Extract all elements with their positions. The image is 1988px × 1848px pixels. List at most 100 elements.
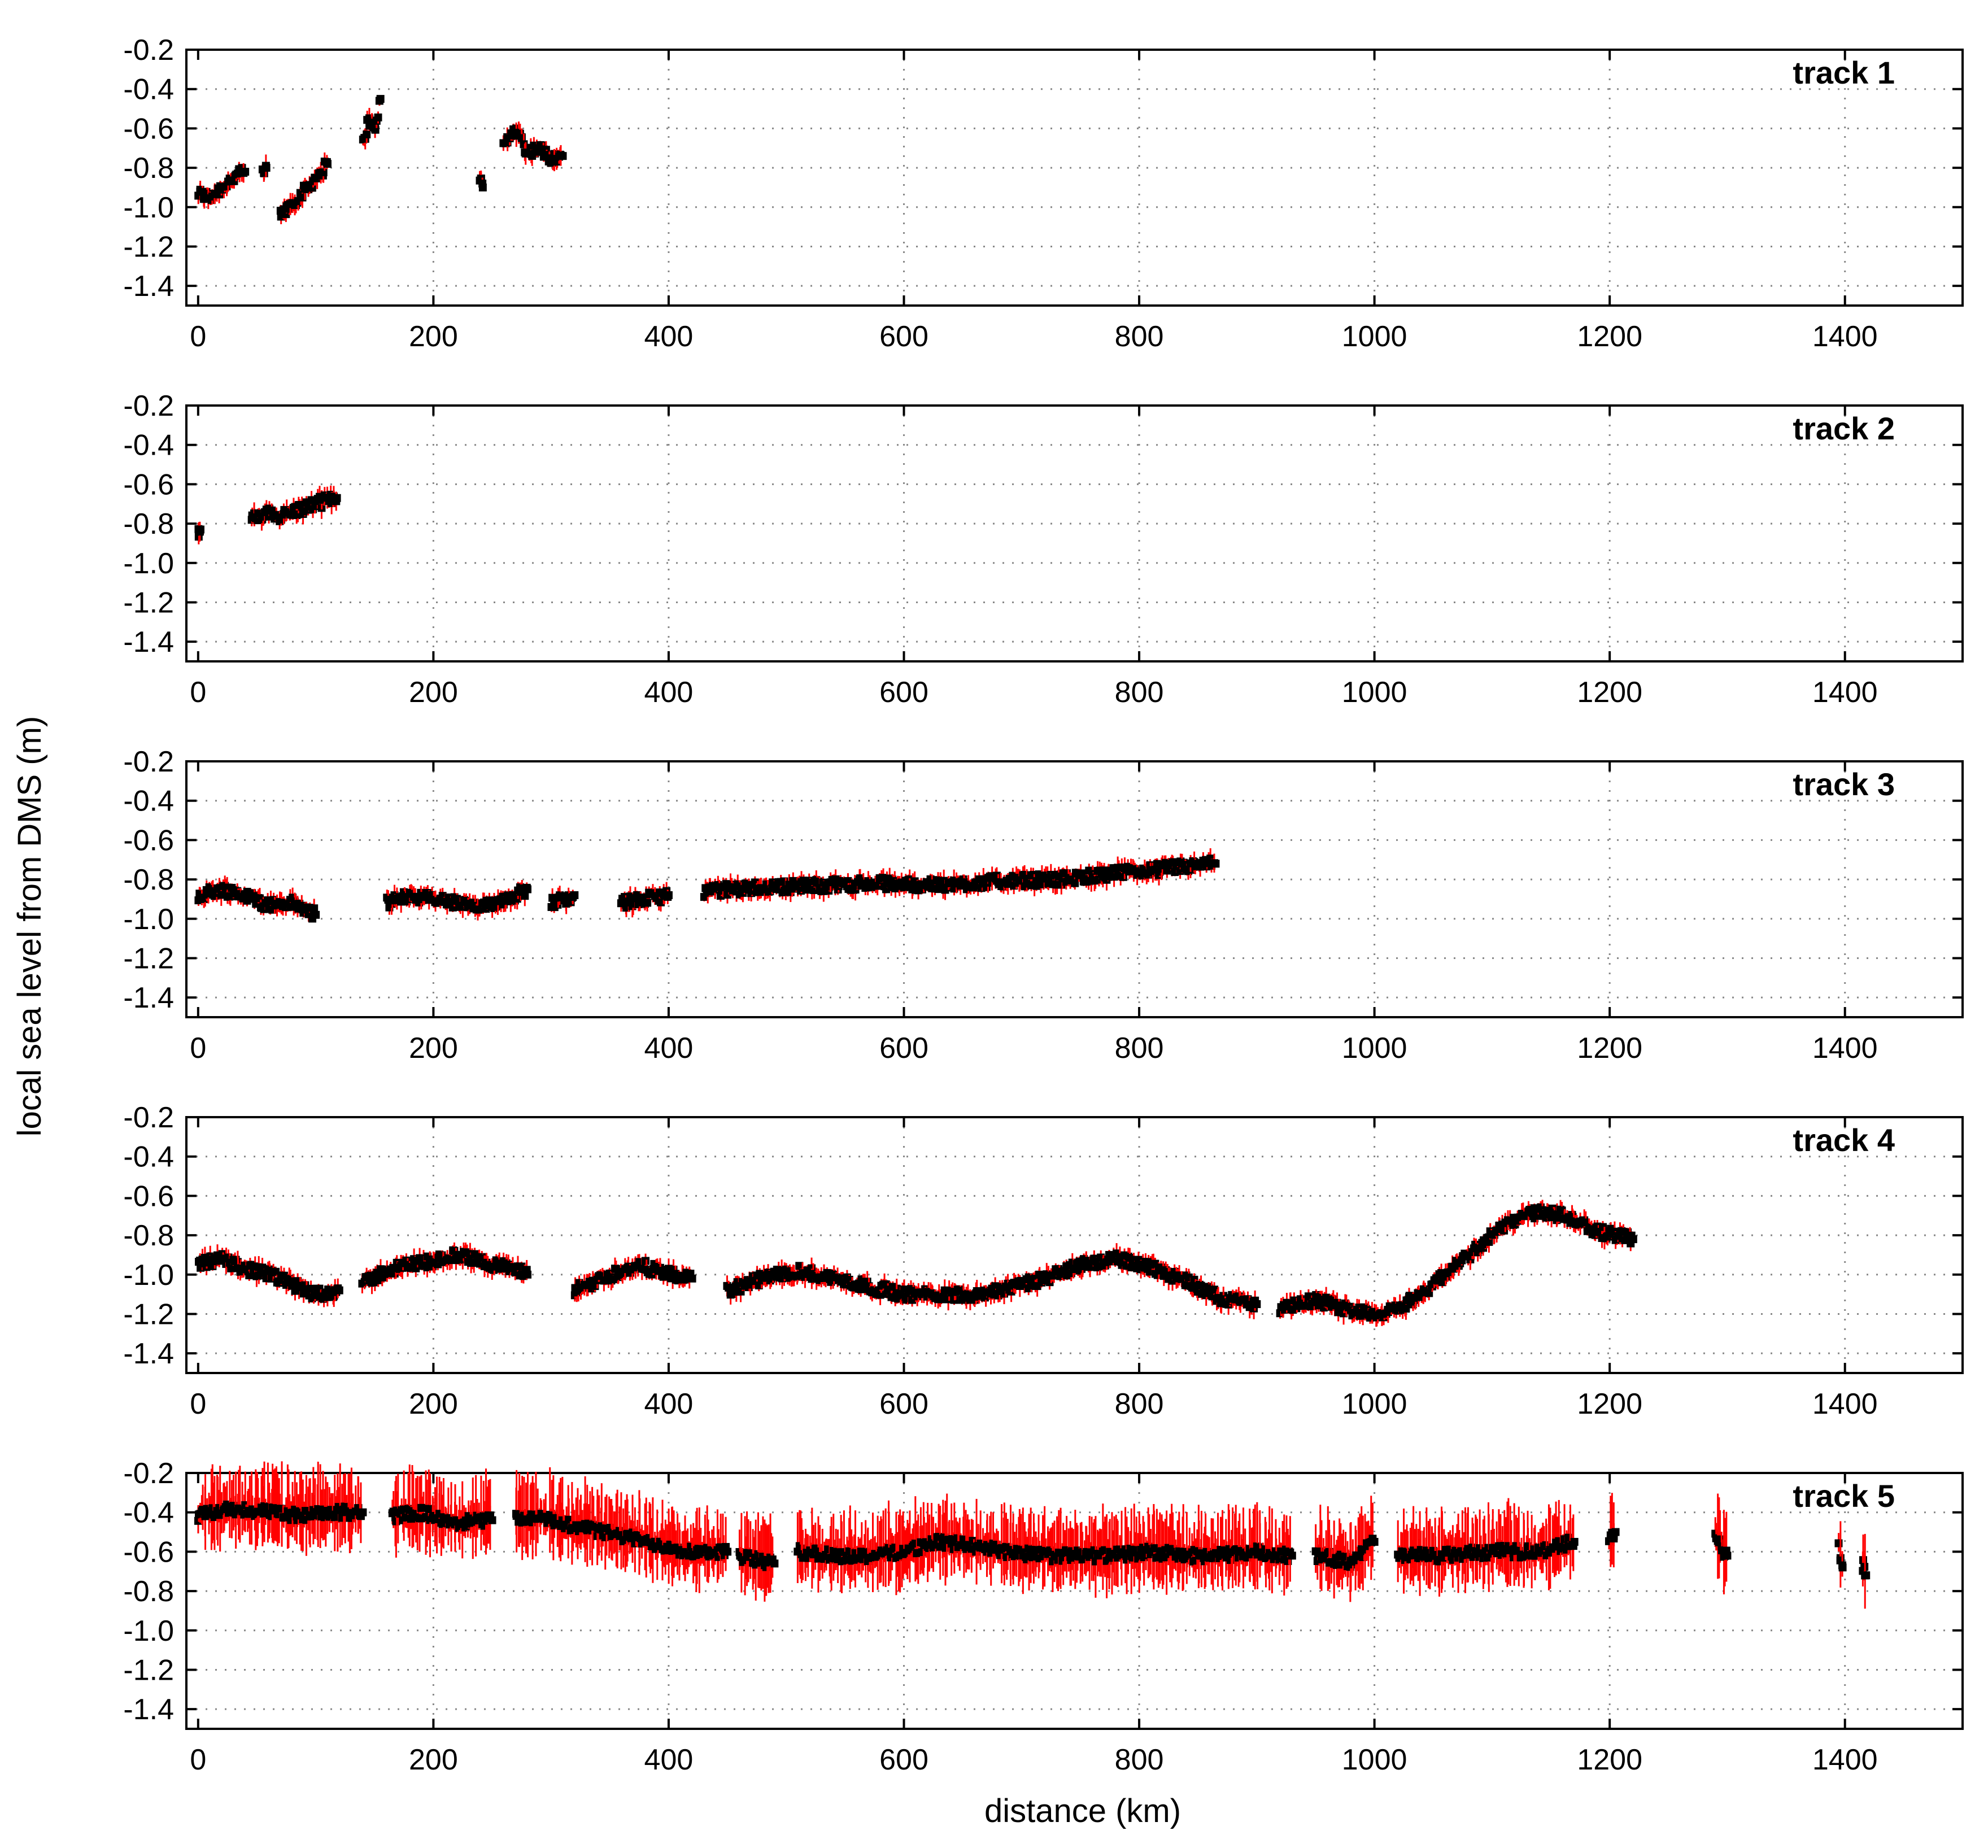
x-tick-label: 1200	[1577, 676, 1642, 709]
y-tick-label: -0.6	[123, 1536, 174, 1568]
y-tick-label: -1.0	[123, 1259, 174, 1292]
data-point	[196, 525, 204, 534]
x-tick-label: 800	[1115, 1032, 1164, 1065]
x-tick-label: 1200	[1577, 320, 1642, 353]
data-point	[1425, 1289, 1433, 1297]
x-tick-label: 200	[409, 676, 458, 709]
y-tick-label: -1.0	[123, 191, 174, 224]
x-tick-label: 400	[644, 676, 694, 709]
data-point	[1211, 860, 1220, 868]
data-point	[308, 184, 316, 192]
x-tick-label: 1000	[1342, 676, 1407, 709]
data-point	[488, 1516, 496, 1524]
y-tick-label: -1.4	[123, 626, 174, 659]
y-tick-label: -1.0	[123, 903, 174, 936]
data-point	[770, 1559, 779, 1568]
y-tick-label: -1.0	[123, 1615, 174, 1647]
chart-panel-2: -0.2 -0.4 -0.6 -0.8 -1.0 -1.2 -1.4 0 200 400 600 80…	[123, 390, 1964, 709]
x-tick-label: 1400	[1812, 676, 1878, 709]
data-point	[335, 1286, 343, 1295]
data-points	[194, 485, 341, 544]
y-tick-label: -0.2	[123, 390, 174, 422]
y-tick-label: -0.2	[123, 1457, 174, 1490]
x-tick-label: 200	[409, 1032, 458, 1065]
y-tick-label: -0.8	[123, 1219, 174, 1252]
y-tick-label: -0.4	[123, 1141, 174, 1174]
data-point	[319, 168, 328, 177]
x-tick-label: 1200	[1577, 1388, 1642, 1420]
x-tick-label: 200	[409, 1388, 458, 1420]
y-tick-label: -0.6	[123, 112, 174, 145]
data-point	[1485, 1237, 1493, 1246]
data-point	[520, 140, 528, 149]
panels: -0.2 -0.4 -0.6 -0.8 -1.0 -1.2 -1.4 0 200 400 600 80…	[123, 34, 1964, 1776]
plot-frame	[185, 1116, 1964, 1374]
y-tick-label: -0.4	[123, 429, 174, 462]
data-point	[1253, 1300, 1261, 1309]
track-label: track 1	[1793, 55, 1895, 90]
data-point	[559, 152, 567, 160]
plot-frame	[185, 49, 1964, 307]
x-tick-label: 200	[409, 320, 458, 353]
data-point	[570, 891, 579, 899]
x-tick-label: 600	[879, 1744, 928, 1776]
y-tick-label: -0.8	[123, 152, 174, 185]
track-label: track 3	[1793, 766, 1895, 802]
y-tick-label: -1.2	[123, 942, 174, 975]
data-point	[1500, 1226, 1509, 1235]
data-point	[359, 1508, 367, 1516]
x-tick-label: 1200	[1577, 1032, 1642, 1065]
x-tick-label: 1200	[1577, 1744, 1642, 1776]
data-point	[323, 160, 332, 168]
plot-frame	[185, 760, 1964, 1018]
y-tick-label: -0.2	[123, 746, 174, 778]
chart-panel-3: -0.2 -0.4 -0.6 -0.8 -1.0 -1.2 -1.4 0 200 400 600 80…	[123, 746, 1964, 1065]
data-point	[241, 168, 250, 176]
data-point	[876, 1291, 884, 1299]
data-points	[194, 95, 567, 224]
data-point	[312, 910, 320, 919]
y-tick-label: -0.4	[123, 1497, 174, 1529]
data-point	[688, 1274, 696, 1283]
x-tick-label: 1000	[1342, 1744, 1407, 1776]
x-tick-label: 1000	[1342, 1388, 1407, 1420]
data-point	[664, 891, 673, 899]
y-tick-label: -0.2	[123, 34, 174, 67]
data-point	[1629, 1235, 1637, 1244]
plot-frame	[185, 1472, 1964, 1730]
chart-panel-1: -0.2 -0.4 -0.6 -0.8 -1.0 -1.2 -1.4 0 200 400 600 80…	[123, 34, 1964, 353]
data-point	[657, 898, 665, 906]
y-tick-label: -1.2	[123, 586, 174, 619]
track-label: track 4	[1793, 1122, 1895, 1158]
x-tick-label: 200	[409, 1744, 458, 1776]
x-tick-label: 1000	[1342, 320, 1407, 353]
x-tick-label: 400	[644, 320, 694, 353]
x-tick-label: 800	[1115, 320, 1164, 353]
y-tick-label: -1.4	[123, 1337, 174, 1370]
x-tick-label: 1400	[1812, 1388, 1878, 1420]
y-tick-label: -0.4	[123, 785, 174, 818]
data-point	[795, 1262, 804, 1270]
chart-panel-5: -0.2 -0.4 -0.6 -0.8 -1.0 -1.2 -1.4 0 200 400 600 80…	[123, 1457, 1964, 1776]
data-point	[310, 904, 319, 913]
plot-frame	[185, 404, 1964, 663]
data-point	[521, 892, 529, 900]
data-point	[524, 885, 532, 894]
x-tick-label: 400	[644, 1388, 694, 1420]
x-tick-label: 600	[879, 676, 928, 709]
x-tick-label: 600	[879, 1388, 928, 1420]
y-tick-label: -0.6	[123, 1180, 174, 1213]
data-points	[195, 1200, 1637, 1327]
y-tick-label: -1.2	[123, 1654, 174, 1686]
y-tick-label: -0.4	[123, 73, 174, 106]
x-tick-label: 0	[190, 676, 206, 709]
x-tick-label: 600	[879, 1032, 928, 1065]
data-point	[476, 905, 484, 914]
x-tick-label: 400	[644, 1744, 694, 1776]
x-tick-label: 600	[879, 320, 928, 353]
data-point	[307, 1284, 315, 1293]
x-tick-label: 1400	[1812, 320, 1878, 353]
x-tick-label: 400	[644, 1032, 694, 1065]
x-tick-label: 0	[190, 1388, 206, 1420]
